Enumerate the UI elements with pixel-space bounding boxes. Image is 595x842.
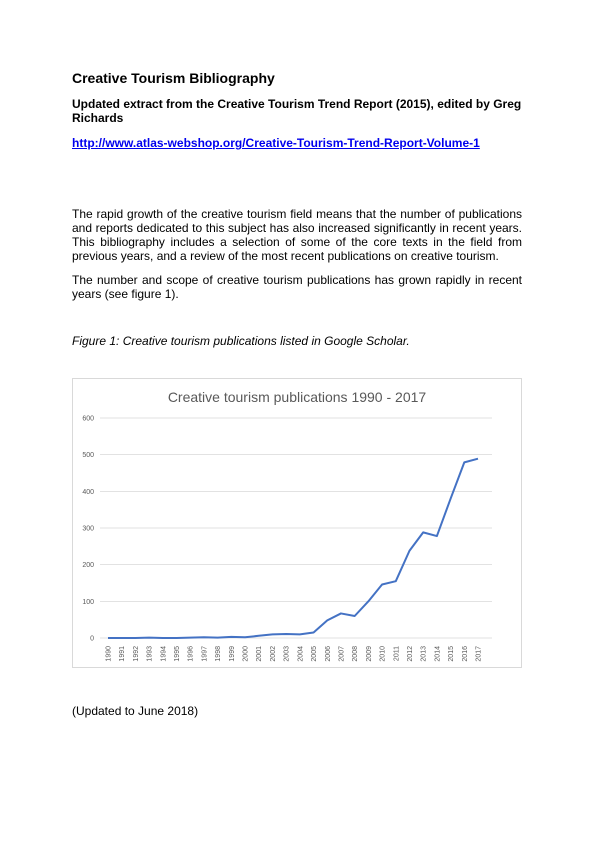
x-tick-label: 1998 xyxy=(215,646,222,662)
paragraph: The number and scope of creative tourism… xyxy=(72,273,522,301)
y-tick-label: 500 xyxy=(82,452,94,459)
x-tick-label: 1990 xyxy=(106,646,113,662)
chart-border xyxy=(72,378,522,668)
x-tick-label: 2006 xyxy=(325,646,332,662)
x-tick-label: 2012 xyxy=(407,646,414,662)
x-tick-label: 1994 xyxy=(160,646,167,662)
x-tick-label: 1995 xyxy=(174,646,181,662)
x-tick-label: 2010 xyxy=(380,646,387,662)
x-tick-label: 2007 xyxy=(338,646,345,662)
x-tick-label: 1997 xyxy=(201,646,208,662)
y-tick-label: 600 xyxy=(82,416,94,423)
y-tick-label: 400 xyxy=(82,489,94,496)
x-tick-label: 1992 xyxy=(133,646,140,662)
x-tick-label: 2017 xyxy=(476,646,483,662)
paragraph: The rapid growth of the creative tourism… xyxy=(72,207,522,263)
report-link[interactable]: http://www.atlas-webshop.org/Creative-To… xyxy=(72,136,480,150)
x-tick-label: 2014 xyxy=(434,646,441,662)
x-tick-label: 2005 xyxy=(311,646,318,662)
doc-subtitle: Updated extract from the Creative Touris… xyxy=(72,97,522,125)
chart-title: Creative tourism publications 1990 - 201… xyxy=(168,389,427,405)
x-tick-label: 2015 xyxy=(448,646,455,662)
x-tick-label: 1993 xyxy=(147,646,154,662)
y-tick-label: 0 xyxy=(90,636,94,643)
x-tick-label: 2013 xyxy=(421,646,428,662)
data-line xyxy=(108,457,479,639)
y-tick-label: 100 xyxy=(82,599,94,606)
x-tick-label: 1999 xyxy=(229,646,236,662)
y-tick-label: 200 xyxy=(82,562,94,569)
y-tick-label: 300 xyxy=(82,526,94,533)
x-tick-label: 1991 xyxy=(119,646,126,662)
figure-caption: Figure 1: Creative tourism publications … xyxy=(72,334,410,348)
x-tick-label: 2003 xyxy=(284,646,291,662)
x-tick-label: 2011 xyxy=(393,646,400,661)
update-note: (Updated to June 2018) xyxy=(72,704,199,718)
x-tick-label: 2004 xyxy=(297,646,304,662)
doc-title: Creative Tourism Bibliography xyxy=(72,70,275,86)
x-tick-label: 2002 xyxy=(270,646,277,662)
x-tick-label: 2009 xyxy=(366,646,373,662)
x-tick-label: 2008 xyxy=(352,646,359,662)
x-tick-label: 2001 xyxy=(256,646,263,662)
x-tick-label: 2016 xyxy=(462,646,469,662)
chart: Creative tourism publications 1990 - 201… xyxy=(72,378,522,668)
x-tick-label: 1996 xyxy=(188,646,195,662)
x-tick-label: 2000 xyxy=(243,646,250,662)
